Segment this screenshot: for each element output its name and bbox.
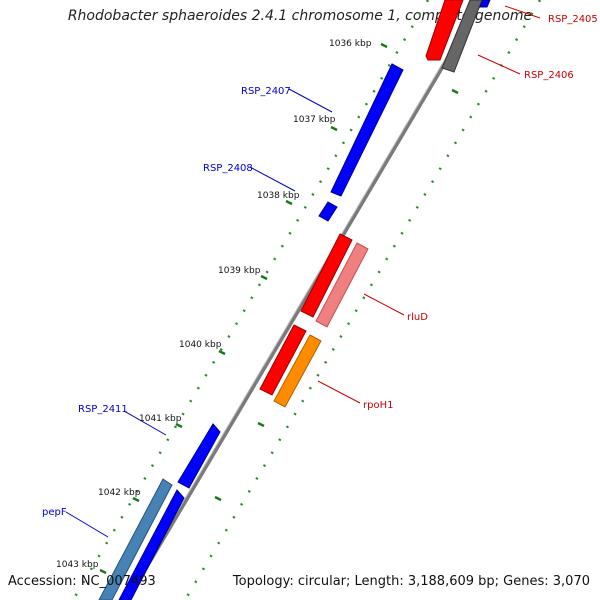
gene-RSP_2407[interactable]	[330, 63, 404, 197]
callout-rluD	[363, 293, 405, 316]
major-tick	[330, 125, 338, 132]
gene-RSP_2411[interactable]	[177, 423, 221, 489]
gene-label-rluD[interactable]: rluD	[407, 312, 428, 323]
callout-RSP_2405	[504, 5, 541, 19]
gene-RSP_2408[interactable]	[318, 201, 338, 222]
kbp-label: 1043 kbp	[56, 560, 99, 570]
gene-label-RSP_2406[interactable]: RSP_2406	[524, 70, 574, 81]
gene-label-RSP_2408[interactable]: RSP_2408	[203, 163, 253, 174]
gene-label-RSP_2407[interactable]: RSP_2407	[241, 86, 291, 97]
kbp-label: 1040 kbp	[179, 340, 222, 350]
major-tick	[132, 496, 140, 503]
gene-blue-bottom[interactable]	[118, 489, 185, 600]
major-tick	[99, 568, 107, 575]
callout-RSP_2407	[288, 88, 333, 113]
callout-rpoH1	[317, 380, 361, 404]
kbp-label: 1037 kbp	[293, 115, 336, 125]
gene-red-1[interactable]	[300, 233, 353, 318]
genome-summary: Topology: circular; Length: 3,188,609 bp…	[232, 574, 590, 589]
gene-label-rpoH1[interactable]: rpoH1	[363, 400, 393, 411]
kbp-label: 1042 kbp	[98, 488, 141, 498]
gene-label-RSP_2405[interactable]: RSP_2405	[548, 14, 598, 25]
map-title: Rhodobacter sphaeroides 2.4.1 chromosome…	[67, 8, 533, 24]
kbp-label: 1039 kbp	[218, 266, 261, 276]
callout-pepF	[65, 511, 109, 538]
gene-rpoH1[interactable]	[273, 334, 322, 408]
gene-label-pepF[interactable]: pepF	[42, 507, 67, 518]
gene-label-RSP_2411[interactable]: RSP_2411	[78, 404, 128, 415]
kbp-label: 1041 kbp	[139, 414, 182, 424]
kbp-label: 1038 kbp	[257, 191, 300, 201]
gene-RSP_2406[interactable]	[441, 0, 483, 73]
major-tick	[380, 42, 388, 49]
accession-label: Accession: NC_007493	[8, 574, 156, 589]
callout-lines	[65, 5, 541, 538]
gene-pepF[interactable]	[98, 478, 173, 600]
callout-RSP_2406	[477, 54, 521, 75]
major-tick	[285, 199, 293, 206]
backbone	[125, 0, 484, 600]
callout-RSP_2408	[249, 166, 296, 192]
gene-rluD[interactable]	[315, 242, 369, 328]
kbp-label: 1036 kbp	[329, 39, 372, 49]
backbone-highlight	[124, 0, 481, 600]
major-ticks	[99, 42, 459, 575]
major-tick	[451, 88, 459, 95]
major-tick	[214, 495, 222, 502]
gene-RSP_2405[interactable]	[425, 0, 464, 61]
major-tick	[260, 274, 268, 281]
major-tick	[218, 349, 226, 356]
major-tick	[175, 422, 183, 429]
gene-blue-top[interactable]	[479, 0, 491, 8]
callout-RSP_2411	[123, 410, 167, 436]
gene-red-2[interactable]	[259, 324, 307, 396]
major-tick	[257, 421, 265, 428]
tick-line-outer	[183, 0, 542, 600]
